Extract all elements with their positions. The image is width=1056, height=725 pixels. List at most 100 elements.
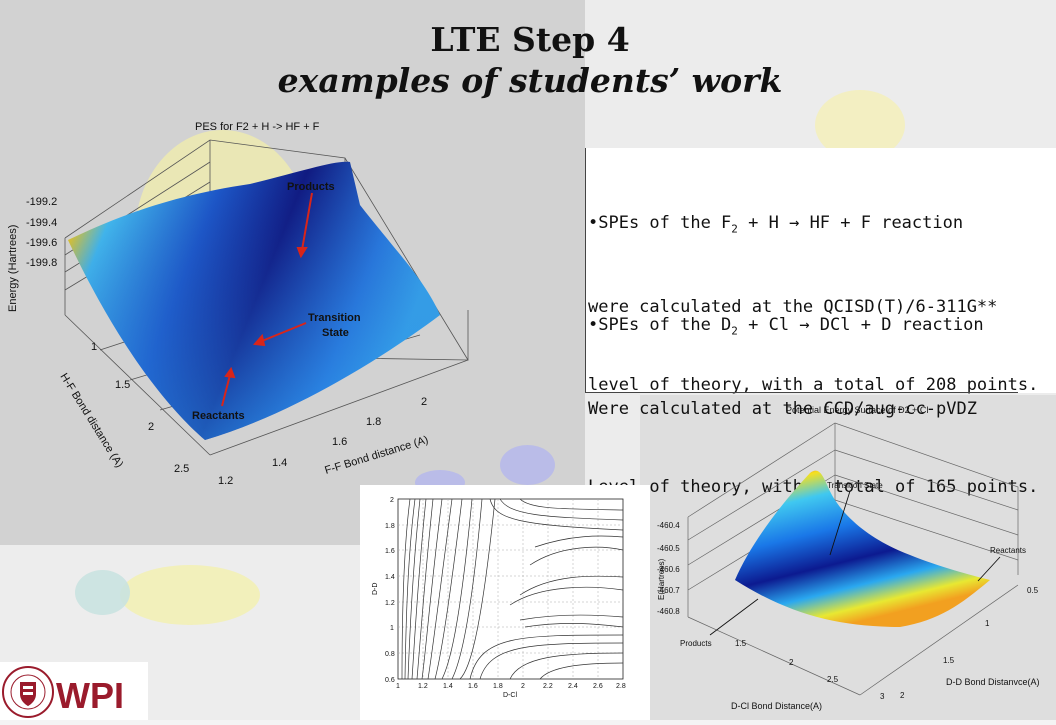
plot3-arrow-reactants (977, 556, 1001, 582)
contour-y-tick: 1.8 (385, 523, 395, 530)
contour-x-tick: 2.4 (568, 683, 578, 690)
contour-plot-panel: 1 1.2 1.4 1.6 1.8 2 2.2 2.4 2.6 2.8 2 1.… (360, 485, 650, 720)
plot3-x-tick: 1.5 (735, 639, 747, 648)
wpi-seal-image (2, 666, 54, 718)
subscript: 2 (731, 324, 738, 338)
plot1-annotation-ts: Transition (308, 312, 361, 324)
plot3-y-tick: 2 (900, 691, 905, 700)
plot1-annotation-ts-2: State (322, 327, 349, 339)
paragraph-f2-h: •SPEs of the F2 + H → HF + F reaction we… (588, 158, 1038, 450)
plot1-x-tick: 1.2 (218, 475, 233, 487)
plot3-x-tick: 2 (789, 658, 794, 667)
contour-x-tick: 1.6 (468, 683, 478, 690)
decorative-molecule-ring (75, 570, 130, 615)
plot3-annotation-reactants: Reactants (990, 546, 1026, 555)
contour-lines (401, 498, 624, 680)
slide-title: LTE Step 4 (430, 20, 630, 59)
contour-x-tick: 2 (521, 683, 525, 690)
contour-x-tick: 1.4 (443, 683, 453, 690)
plot1-y-tick: 2.5 (174, 463, 189, 475)
plot3-x-axis-label: D-Cl Bond Distance(A) (731, 701, 822, 711)
plot1-z-tick: -199.2 (26, 196, 57, 208)
plot1-x-tick: 1.6 (332, 436, 347, 448)
pes-plot-d2-cl: Potential Energy Surface of D2 + Cl -460… (657, 405, 1040, 711)
plot1-title: PES for F2 + H -> HF + F (195, 121, 320, 133)
panel-bottom-rule (586, 392, 1018, 393)
plot3-z-tick: -460.7 (657, 586, 680, 595)
plot3-arrow-ts (829, 490, 851, 556)
plot3-z-tick: -460.4 (657, 521, 680, 530)
contour-x-tick: 1 (396, 683, 400, 690)
plot3-annotation-products: Products (680, 639, 712, 648)
plot3-z-tick: -460.6 (657, 565, 680, 574)
contour-x-tick: 1.2 (418, 683, 428, 690)
plot1-y-tick: 2 (148, 421, 154, 433)
plot3-arrow-products (709, 598, 759, 636)
paragraph-line: Were calculated at the CCD/aug-cc-pVDZ (588, 399, 977, 420)
plot3-y-axis-label: D-D Bond Distanvce(A) (946, 677, 1040, 687)
contour-plot-d2-cl: 1 1.2 1.4 1.6 1.8 2 2.2 2.4 2.6 2.8 2 1.… (372, 497, 626, 699)
contour-y-tick: 1 (390, 625, 394, 632)
paragraph-line: were calculated at the QCISD(T)/6-311G** (588, 297, 998, 318)
plot3-x-tick: 2.5 (827, 675, 839, 684)
plot1-z-tick: -199.4 (26, 217, 57, 229)
plot1-z-axis-label: Energy (Hartrees) (7, 225, 19, 312)
text-span: •SPEs of the D (588, 315, 732, 335)
plot1-x-tick: 1.4 (272, 457, 287, 469)
plot3-z-tick: -460.8 (657, 607, 680, 616)
plot1-surface-shading (68, 161, 440, 440)
text-span: + Cl → DCl + D reaction (737, 315, 984, 335)
plot1-arrow-ts (261, 322, 307, 342)
subscript: 2 (731, 222, 738, 236)
description-panel: •SPEs of the F2 + H → HF + F reaction we… (585, 148, 1056, 497)
plot1-y-tick: 1.5 (115, 379, 130, 391)
plot1-y-tick: 1 (91, 341, 97, 353)
plot1-arrowhead-products (296, 247, 308, 259)
plot3-y-tick: 0.5 (1027, 586, 1039, 595)
slide-subtitle: examples of students’ work (277, 61, 783, 100)
plot1-z-tick: -199.6 (26, 237, 57, 249)
plot1-annotation-products: Products (287, 181, 335, 193)
contour-y-tick: 2 (390, 497, 394, 504)
contour-x-tick: 2.6 (593, 683, 603, 690)
contour-x-tick: 1.8 (493, 683, 503, 690)
plot3-x-tick: 3 (880, 692, 885, 701)
plot1-arrow-products (301, 192, 313, 251)
plot3-title: Potential Energy Surface of D2 + Cl (786, 405, 928, 415)
contour-y-tick: 0.8 (385, 651, 395, 658)
plot3-y-tick: 1.5 (943, 656, 955, 665)
contour-y-tick: 1.6 (385, 548, 395, 555)
contour-x-axis-label: D-Cl (503, 692, 517, 699)
text-span: + H → HF + F reaction (737, 213, 964, 233)
contour-y-axis-label: D-D (372, 583, 379, 595)
pes-plot-f2-h: PES for F2 + H -> HF + F -199.2 -199.4 -… (7, 121, 469, 487)
contour-x-tick: 2.8 (616, 683, 626, 690)
plot3-z-tick: -460.5 (657, 544, 680, 553)
plot1-x-tick: 2 (421, 396, 427, 408)
plot1-x-tick: 1.8 (366, 416, 381, 428)
plot1-z-tick: -199.8 (26, 257, 57, 269)
paragraph-line: •SPEs of the F2 + H → HF + F reaction (588, 210, 1038, 242)
contour-plot-frame (397, 498, 624, 680)
decorative-molecule-blue (500, 445, 555, 485)
plot3-z-axis-label: E(Hartrees) (657, 558, 666, 600)
paragraph-line: •SPEs of the D2 + Cl → DCl + D reaction (588, 312, 1038, 344)
contour-x-tick: 2.2 (543, 683, 553, 690)
plot3-y-tick: 1 (985, 619, 990, 628)
slide-title-block: LTE Step 4 examples of students’ work (250, 20, 810, 102)
contour-y-tick: 0.6 (385, 677, 395, 684)
wpi-logo-text: WPI (56, 675, 124, 716)
plot1-arrowhead-reactants (224, 366, 236, 379)
contour-y-tick: 1.4 (385, 574, 395, 581)
plot1-arrowhead-ts (252, 333, 266, 347)
plot1-annotation-reactants: Reactants (192, 410, 245, 422)
plot3-annotation-ts: Transition State (827, 481, 883, 490)
plot3-energy-surface (735, 470, 990, 627)
text-span: •SPEs of the F (588, 213, 732, 233)
paragraph-line: level of theory, with a total of 208 poi… (588, 375, 1039, 396)
paragraph-d2-cl: •SPEs of the D2 + Cl → DCl + D reaction … (588, 260, 1038, 552)
plot1-arrow-reactants (221, 374, 231, 407)
decorative-molecule-yellow-3 (120, 565, 260, 625)
wpi-logo: WPI (0, 662, 148, 720)
contour-y-tick: 1.2 (385, 600, 395, 607)
